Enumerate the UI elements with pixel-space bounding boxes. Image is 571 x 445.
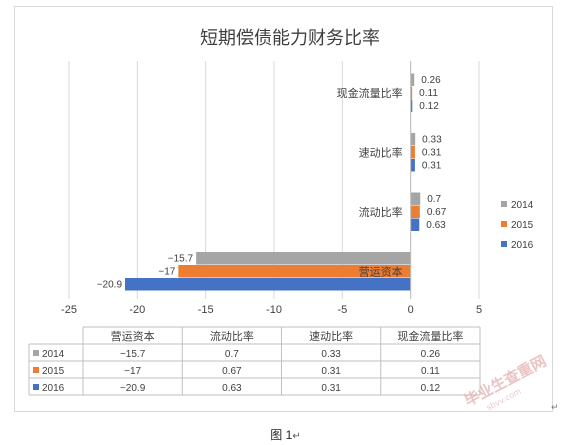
x-tick-label-4: -5 [337,304,347,316]
bar-2014-0 [196,252,411,265]
table-cell-2015-1: 0.67 [222,366,242,377]
category-label-3: 现金流量比率 [337,86,403,100]
data-label-2014-2: 0.33 [422,135,442,146]
table-row-label-2015: 2015 [42,366,65,377]
x-tick-label-0: -25 [61,304,77,316]
bar-chart: 短期偿债能力财务比率 −15.7 −17 −20.9 营运资本 0.7 0.67 0.63 流动… [28,28,534,396]
data-label-2015-2: 0.31 [422,148,442,159]
legend-swatch-2014 [501,201,507,207]
chart-title: 短期偿债能力财务比率 [200,28,380,48]
table-cell-2014-1: 0.7 [225,349,239,360]
table-cell-2015-3: 0.11 [421,366,440,377]
table-cell-2014-3: 0.26 [421,349,441,360]
data-label-2016-1: 0.63 [426,220,446,231]
bar-2015-2 [410,146,415,159]
table-cell-2015-0: −17 [124,366,141,377]
legend-label-2015: 2015 [511,220,534,231]
category-label-2: 速动比率 [359,145,403,159]
table-header-2: 速动比率 [309,329,353,343]
bar-2016-2 [410,159,415,172]
x-tick-label-6: 5 [476,304,482,316]
table-row-label-2016: 2016 [42,383,65,394]
x-tick-label-1: -20 [129,304,145,316]
table-cell-2014-2: 0.33 [321,349,341,360]
legend-swatch-2016 [501,241,507,247]
table-cell-2015-2: 0.31 [321,366,341,377]
paragraph-mark: ↵ [551,402,559,412]
bar-2015-0 [178,265,411,278]
bar-2014-3 [410,73,415,86]
x-tick-label-3: -10 [266,304,282,316]
bar-2014-2 [410,133,416,146]
table-cell-2014-0: −15.7 [120,349,146,360]
data-label-2016-3: 0.12 [419,101,439,112]
data-label-2015-1: 0.67 [427,207,447,218]
figure-caption: 图 1↵ [0,426,571,443]
table-cell-2016-1: 0.63 [222,383,242,394]
table-cell-2016-0: −20.9 [120,383,146,394]
table-swatch-2014 [33,350,39,356]
bar-2016-0 [125,278,411,291]
table-cell-2016-2: 0.31 [321,383,341,394]
data-label-2014-0: −15.7 [168,254,194,265]
legend-label-2016: 2016 [511,240,534,251]
data-label-2016-0: −20.9 [97,280,123,291]
data-label-2015-3: 0.11 [419,88,438,99]
bar-2015-3 [410,86,413,99]
caption-label: 图 1 [270,428,293,442]
bar-2016-1 [410,218,420,231]
bar-2014-1 [410,192,421,205]
data-label-2014-3: 0.26 [421,75,441,86]
x-tick-label-5: 0 [408,304,414,316]
table-swatch-2015 [33,367,39,373]
data-label-2014-1: 0.7 [427,194,441,205]
table-swatch-2016 [33,384,39,390]
category-label-1: 流动比率 [359,205,403,219]
table-header-3: 现金流量比率 [397,329,463,343]
table-header-0: 营运资本 [111,329,155,343]
category-label-0: 营运资本 [359,264,403,278]
table-cell-2016-3: 0.12 [421,383,441,394]
table-row-label-2014: 2014 [42,349,65,360]
bar-2016-3 [410,99,413,112]
chart-frame[interactable]: 短期偿债能力财务比率 −15.7 −17 −20.9 营运资本 0.7 0.67 0.63 流动… [14,6,553,412]
bar-2015-1 [410,205,420,218]
data-label-2015-0: −17 [158,267,175,278]
table-header-1: 流动比率 [210,329,254,343]
x-tick-label-2: -15 [198,304,214,316]
legend-swatch-2015 [501,221,507,227]
data-label-2016-2: 0.31 [422,161,442,172]
legend-label-2014: 2014 [511,200,534,211]
return-mark: ↵ [292,431,301,442]
